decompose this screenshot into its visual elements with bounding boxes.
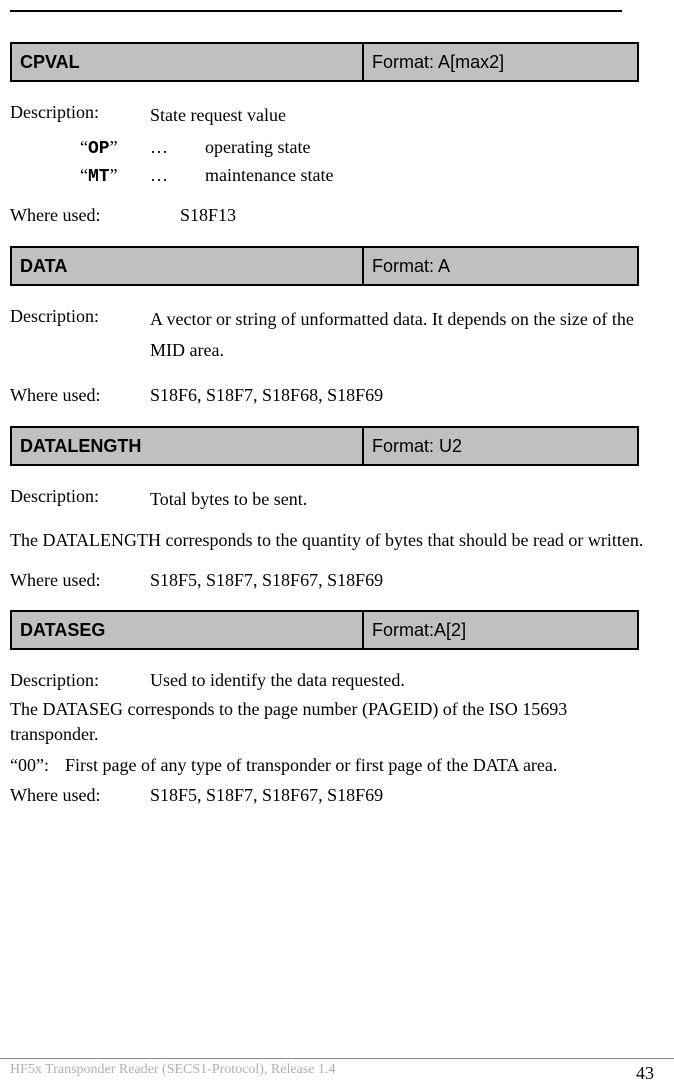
- param-header-dataseg: DATASEG Format:A[2]: [10, 610, 639, 650]
- page00-label: “00”:: [10, 753, 65, 777]
- description-row: Description: A vector or string of unfor…: [10, 304, 654, 365]
- code-dots: …: [150, 135, 205, 161]
- where-used-label: Where used:: [10, 783, 150, 807]
- extra-paragraph: The DATALENGTH corresponds to the quanti…: [10, 528, 654, 553]
- description-text: A vector or string of unformatted data. …: [150, 304, 654, 365]
- page00-text: First page of any type of transponder or…: [65, 753, 654, 777]
- param-header-datalength: DATALENGTH Format: U2: [10, 426, 639, 466]
- param-name: CPVAL: [12, 44, 364, 80]
- code-value: OP: [88, 139, 110, 159]
- description-label: Description:: [10, 100, 150, 131]
- where-used-label: Where used:: [10, 383, 150, 407]
- where-used-label: Where used:: [10, 568, 150, 592]
- param-name: DATA: [12, 248, 364, 284]
- param-format: Format: A[max2]: [364, 44, 637, 80]
- page00-row: “00”: First page of any type of transpon…: [10, 753, 654, 777]
- param-format: Format: A: [364, 248, 637, 284]
- where-used-row: Where used: S18F13: [10, 203, 654, 227]
- extra-paragraph: The DATASEG corresponds to the page numb…: [10, 697, 654, 747]
- code-value: MT: [88, 167, 110, 187]
- codes-table: “OP” … operating state “MT” … maintenanc…: [80, 135, 654, 190]
- where-used-text: S18F6, S18F7, S18F68, S18F69: [150, 383, 654, 407]
- description-text: Used to identify the data requested.: [150, 668, 654, 692]
- description-label: Description:: [10, 484, 150, 515]
- code-literal: “OP”: [80, 135, 150, 161]
- page-number: 43: [636, 1061, 654, 1085]
- description-label: Description:: [10, 668, 150, 692]
- description-text: State request value: [150, 100, 654, 131]
- description-row: Description: Total bytes to be sent.: [10, 484, 654, 515]
- code-literal: “MT”: [80, 163, 150, 189]
- document-page: CPVAL Format: A[max2] Description: State…: [0, 0, 674, 1091]
- description-label: Description:: [10, 304, 150, 365]
- param-format: Format: U2: [364, 428, 637, 464]
- where-used-row: Where used: S18F5, S18F7, S18F67, S18F69: [10, 568, 654, 592]
- page-footer: HF5x Transponder Reader (SECS1-Protocol)…: [0, 1058, 674, 1085]
- description-row: Description: State request value: [10, 100, 654, 131]
- param-name: DATASEG: [12, 612, 364, 648]
- where-used-row: Where used: S18F5, S18F7, S18F67, S18F69: [10, 783, 654, 807]
- code-row: “OP” … operating state: [80, 135, 654, 161]
- where-used-row: Where used: S18F6, S18F7, S18F68, S18F69: [10, 383, 654, 407]
- param-header-cpval: CPVAL Format: A[max2]: [10, 42, 639, 82]
- code-meaning: operating state: [205, 135, 654, 161]
- where-used-label: Where used:: [10, 203, 180, 227]
- description-text: Total bytes to be sent.: [150, 484, 654, 515]
- top-rule: [10, 10, 622, 12]
- code-row: “MT” … maintenance state: [80, 163, 654, 189]
- code-dots: …: [150, 163, 205, 189]
- param-format: Format:A[2]: [364, 612, 637, 648]
- where-used-text: S18F5, S18F7, S18F67, S18F69: [150, 568, 654, 592]
- where-used-text: S18F13: [180, 203, 654, 227]
- param-header-data: DATA Format: A: [10, 246, 639, 286]
- description-row: Description: Used to identify the data r…: [10, 668, 654, 692]
- param-name: DATALENGTH: [12, 428, 364, 464]
- code-meaning: maintenance state: [205, 163, 654, 189]
- where-used-text: S18F5, S18F7, S18F67, S18F69: [150, 783, 654, 807]
- footer-text: HF5x Transponder Reader (SECS1-Protocol)…: [10, 1061, 335, 1085]
